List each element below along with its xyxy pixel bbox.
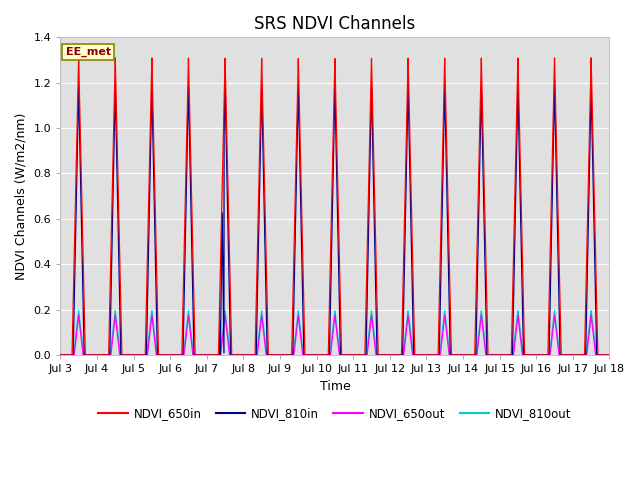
- Title: SRS NDVI Channels: SRS NDVI Channels: [254, 15, 415, 33]
- Y-axis label: NDVI Channels (W/m2/nm): NDVI Channels (W/m2/nm): [15, 112, 28, 280]
- Legend: NDVI_650in, NDVI_810in, NDVI_650out, NDVI_810out: NDVI_650in, NDVI_810in, NDVI_650out, NDV…: [93, 402, 576, 425]
- Text: EE_met: EE_met: [66, 47, 111, 57]
- X-axis label: Time: Time: [319, 380, 350, 393]
